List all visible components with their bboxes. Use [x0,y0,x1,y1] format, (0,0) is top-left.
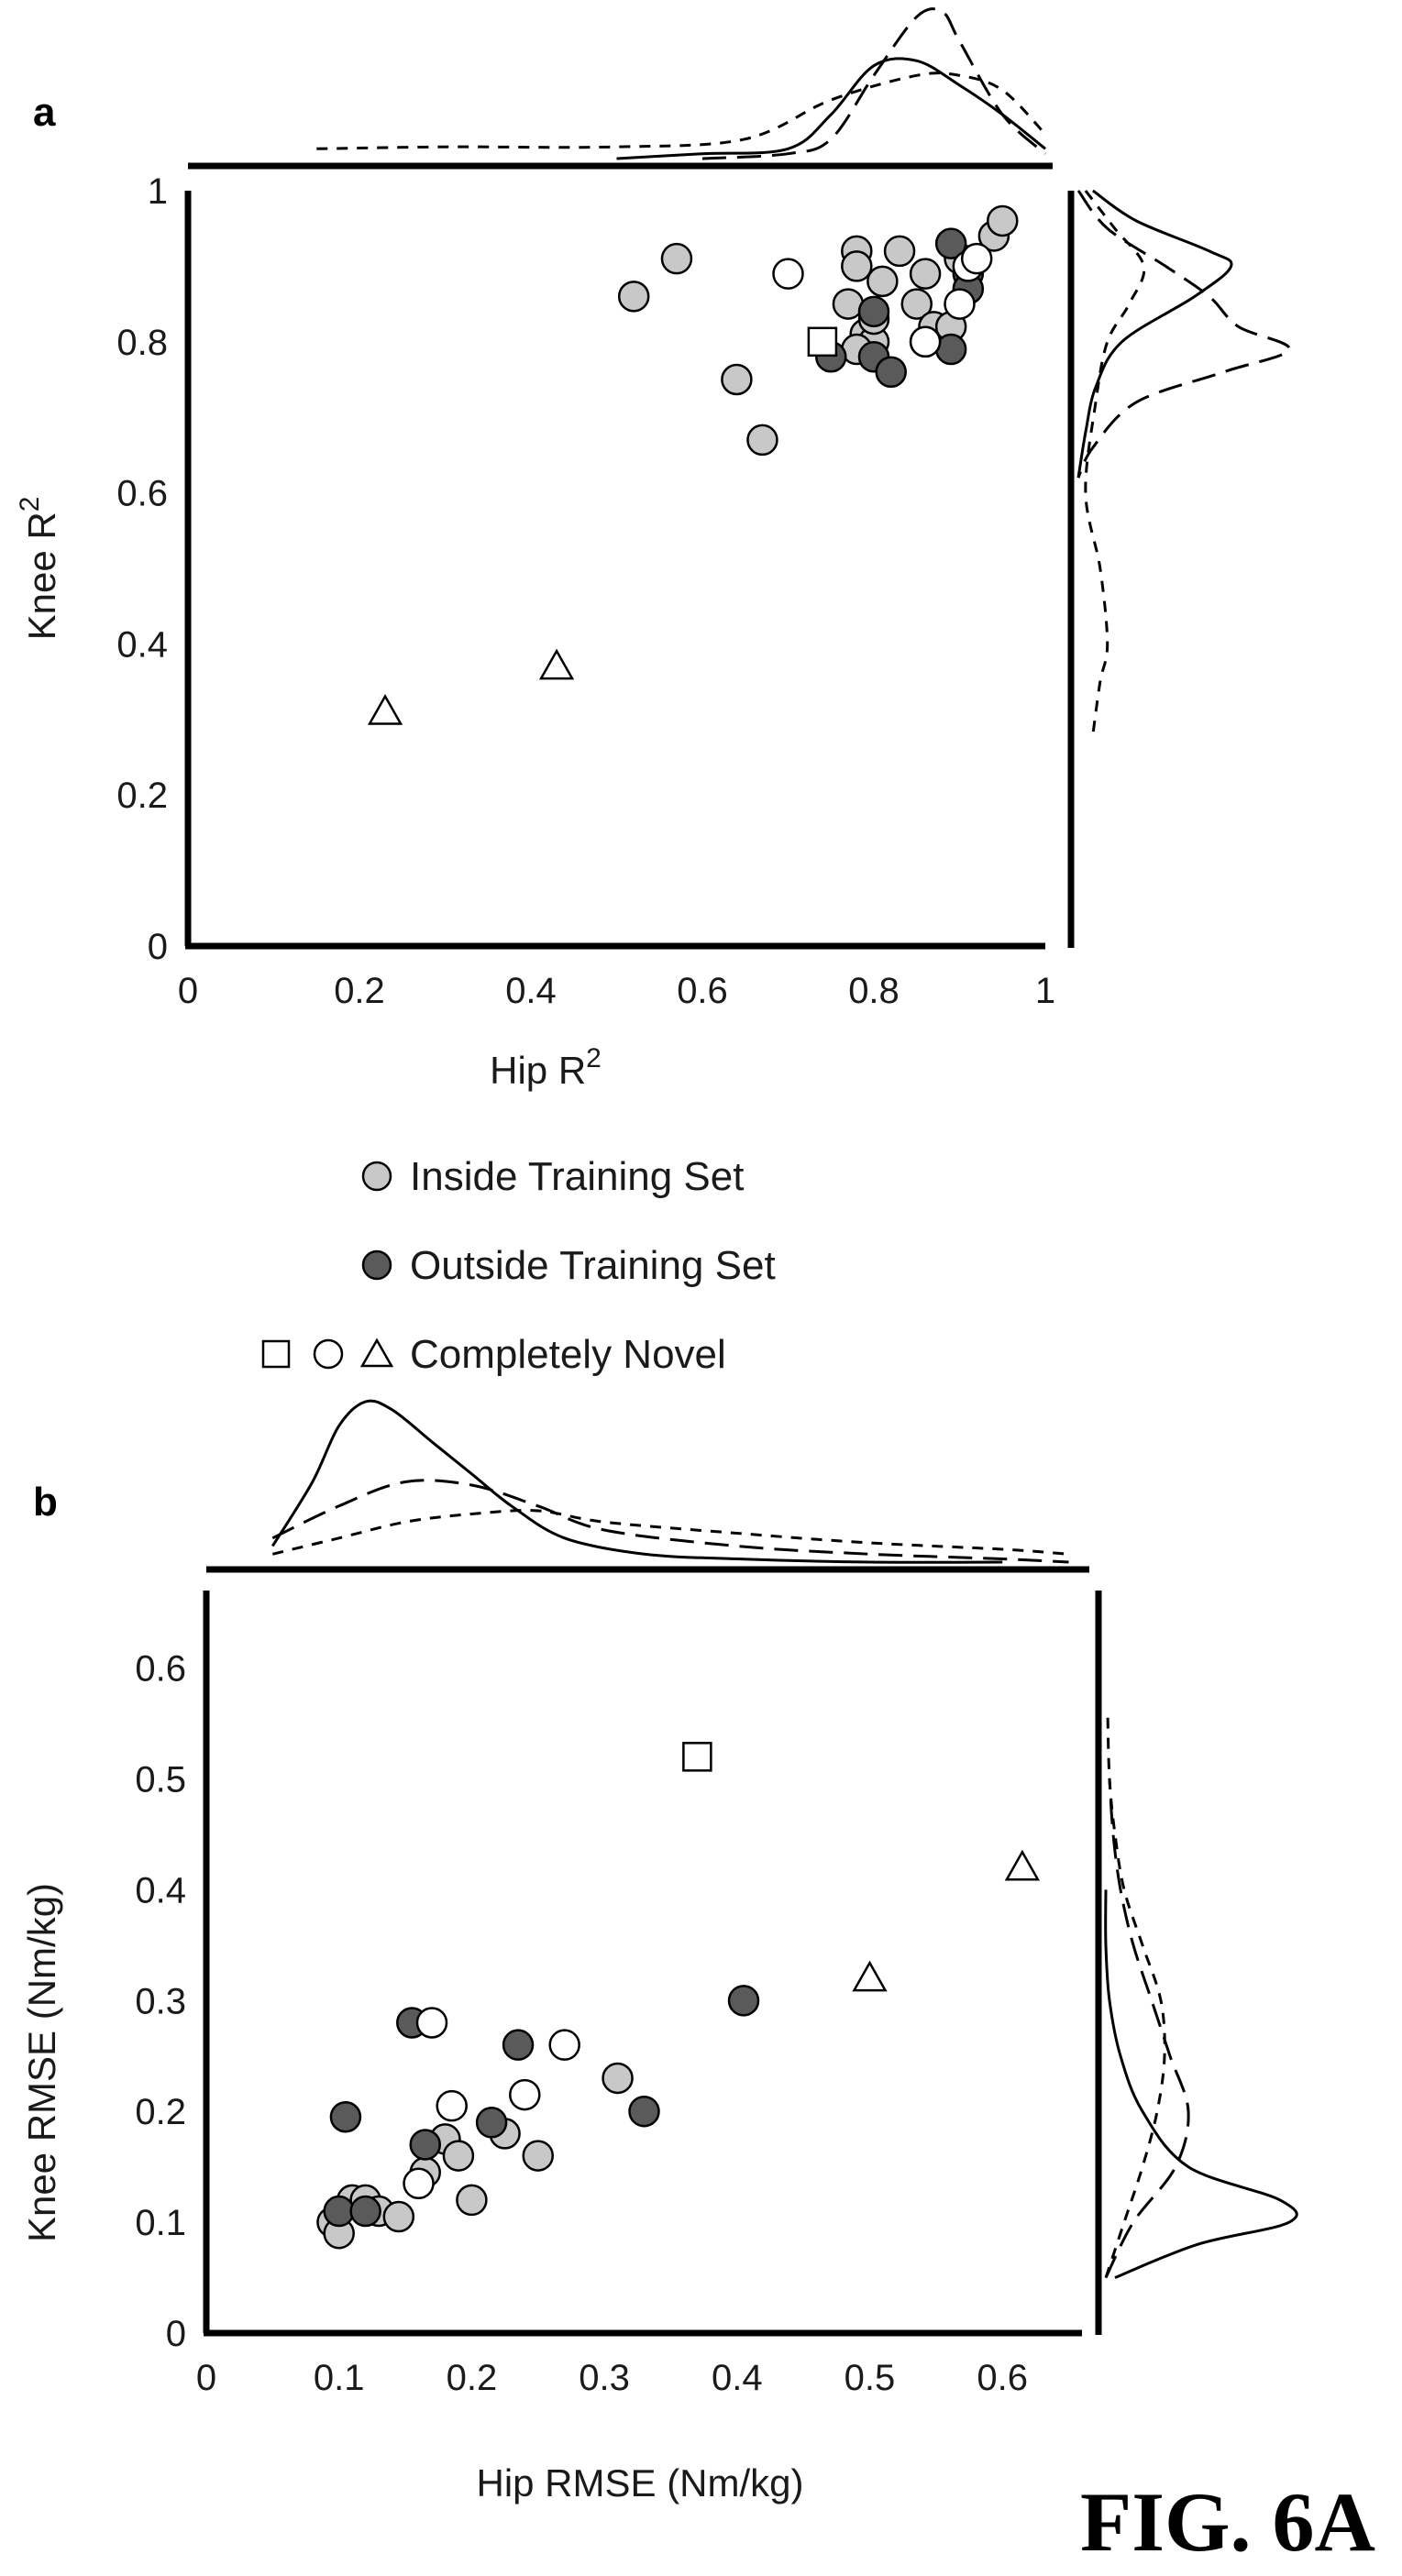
panel-a-point-novel-square [807,326,838,358]
panel-a-point-inside [867,265,899,298]
panel-b-point-outside [502,2029,535,2061]
panel-b-x-tick-label: 0.3 [579,2358,630,2398]
panel-a-point-outside [934,227,967,259]
panel-a-point-inside [883,235,916,268]
legend-novel-label: Completely Novel [410,1332,726,1377]
panel-b-point-outside [727,1985,760,2017]
panel-a-point-novel-triangle [538,648,575,680]
panel-b-xlabel: Hip RMSE (Nm/kg) [476,2461,803,2504]
panel-a-y-tick-label: 0.8 [116,323,168,363]
panel-a-letter: a [33,90,56,135]
panel-b-top-density-shortdash [271,1509,1069,1556]
panel-a-point-inside [617,281,650,313]
legend-inside-label: Inside Training Set [410,1154,744,1199]
panel-b-point-inside [442,2140,475,2172]
panel-a-top-density-solid [616,57,1046,160]
panel-b-point-novel-square [682,1742,712,1772]
panel-a-y-tick-label: 0.2 [116,776,168,816]
plot-layer: 0 0.2 0.4 0.6 0.8 1 0 0.2 0.4 0.6 0.8 1 0 0.1 0.2 0.3 0.… [116,7,1298,2398]
panel-b-top-density-solid [271,1399,1003,1564]
legend-inside-marker [361,1161,392,1192]
panel-b-ylabel: Knee RMSE (Nm/kg) [20,1883,63,2242]
panel-a-ylabel: Knee R2 [15,497,63,641]
panel-b-point-outside [628,2095,660,2128]
panel-b-point-outside [329,2101,362,2133]
panel-b-y-tick-label: 0.2 [135,2092,186,2132]
panel-a-point-outside [857,295,890,328]
panel-b-y-tick-label: 0 [166,2314,186,2354]
panel-b-y-tick-label: 0.6 [135,1649,186,1690]
panel-b-right-density-solid [1104,1889,1298,2279]
panel-a-top-density-shortdash [316,72,1047,150]
panel-b-x-tick-label: 0.5 [845,2358,896,2398]
panel-b-point-novel [415,2007,448,2039]
panel-a-point-novel-triangle [367,694,403,725]
panel-a-point-novel [960,242,993,275]
panel-a-y-tick-label: 1 [148,171,168,212]
panel-a-point-outside [875,356,907,389]
panel-b-point-outside [475,2107,508,2139]
panel-a-point-inside [841,250,873,282]
panel-b-right-density-longdash [1104,1778,1190,2279]
panel-b-top-density-longdash [271,1479,1069,1564]
panel-a-x-tick-label: 0.8 [848,971,900,1011]
panel-b-y-tick-label: 0.5 [135,1760,186,1800]
legend-novel-triangle [359,1338,394,1368]
figure-label: FIG. 6A [1080,2475,1375,2569]
panel-a-point-novel [772,258,804,290]
panel-b-point-outside [409,2129,441,2161]
panel-a-point-inside [987,204,1019,237]
panel-b-point-novel [403,2167,435,2200]
panel-a-right-density-shortdash [1084,190,1146,735]
panel-a-point-novel [944,288,976,320]
panel-a-x-tick-label: 0 [178,971,198,1011]
panel-a-x-tick-label: 0.2 [334,971,385,1011]
panel-b-point-novel-triangle [852,1960,888,1992]
panel-a-right-density-longdash [1076,190,1291,479]
legend: Inside Training Set Outside Training Set… [261,1154,776,1377]
panel-b-point-inside [456,2184,488,2217]
panel-a-y-tick-label: 0.4 [116,624,168,665]
panel-b-x-tick-label: 0.1 [314,2358,365,2398]
legend-novel-square [261,1339,291,1369]
panel-b-point-inside [522,2140,554,2172]
legend-outside-label: Outside Training Set [410,1243,776,1288]
panel-b-y-tick-label: 0.1 [135,2203,186,2243]
legend-novel-circle [313,1338,344,1370]
panel-b-point-novel [548,2029,580,2061]
panel-a-point-inside [721,363,753,396]
panel-b-x-tick-label: 0 [196,2358,216,2398]
panel-a-y-tick-label: 0 [148,927,168,967]
legend-outside-marker [361,1249,392,1281]
panel-b-point-outside [323,2195,355,2228]
panel-a-point-inside [909,258,942,290]
panel-b-point-novel-triangle [1004,1849,1041,1881]
panel-a-top-density-longdash [701,7,1047,160]
panel-b-x-tick-label: 0.4 [712,2358,763,2398]
panel-b-x-tick-label: 0.2 [447,2358,498,2398]
panel-b-right-density-shortdash [1104,1712,1166,2279]
panel-a-x-tick-label: 0.4 [505,971,557,1011]
panel-b-y-tick-label: 0.4 [135,1870,186,1910]
panel-b-point-outside [349,2195,381,2228]
panel-a-point-inside [900,288,933,320]
panel-b-y-tick-label: 0.3 [135,1981,186,2021]
panel-b-point-novel [509,2078,541,2111]
panel-b-x-tick-label: 0.6 [977,2358,1028,2398]
panel-a-y-tick-label: 0.6 [116,474,168,514]
panel-b-point-novel [436,2089,468,2122]
panel-a-point-inside [660,242,693,275]
panel-a-x-tick-label: 0.6 [677,971,728,1011]
panel-b-point-inside [602,2062,634,2095]
panel-a-point-inside [746,424,778,457]
panel-b-point-inside [382,2200,415,2233]
panel-a-x-tick-label: 1 [1035,971,1055,1011]
panel-a-xlabel: Hip R2 [490,1043,602,1092]
panel-b-letter: b [33,1480,58,1525]
panel-a-right-density-solid [1076,189,1233,479]
panel-a-point-novel [909,325,942,358]
